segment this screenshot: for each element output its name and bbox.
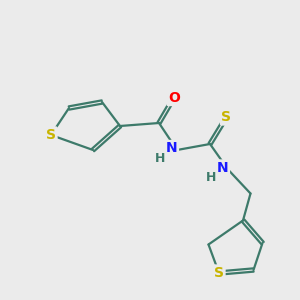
Text: H: H (206, 171, 216, 184)
Text: O: O (168, 91, 180, 104)
Text: S: S (221, 110, 232, 124)
Text: N: N (217, 161, 228, 175)
Text: S: S (214, 266, 224, 280)
Text: H: H (155, 152, 166, 166)
Text: S: S (46, 128, 56, 142)
Text: N: N (166, 142, 177, 155)
